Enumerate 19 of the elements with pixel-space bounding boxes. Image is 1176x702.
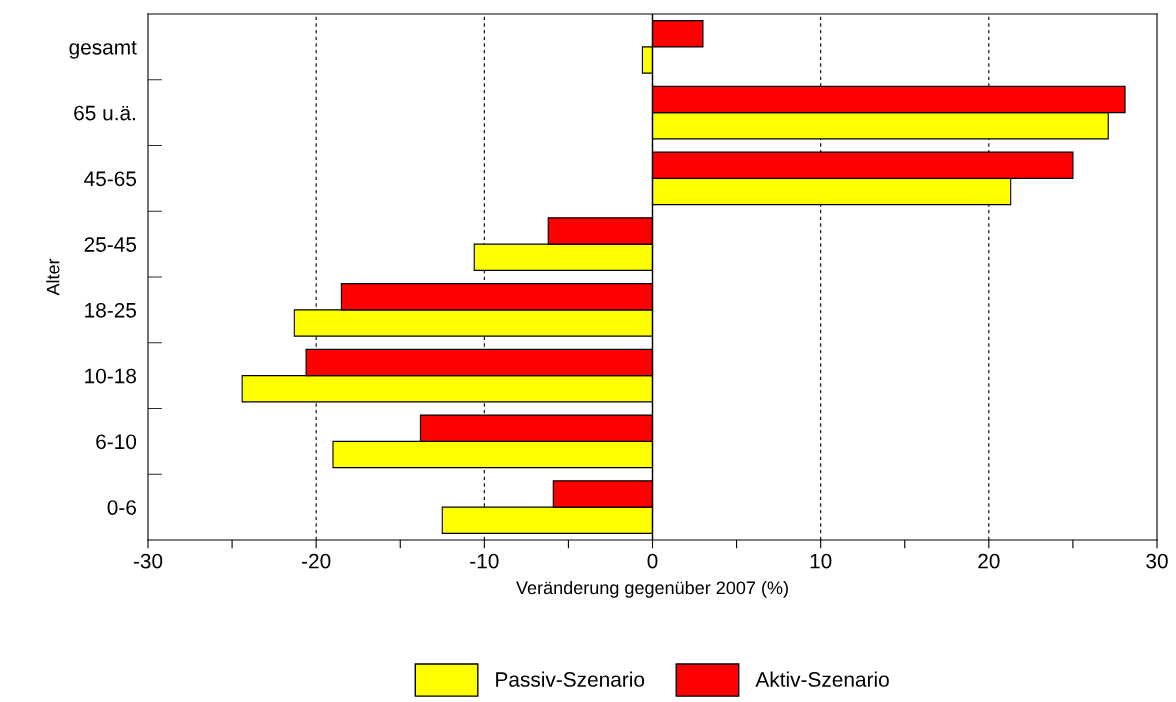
x-tick-label: -20 bbox=[302, 553, 331, 569]
x-tick-label: 10 bbox=[810, 553, 832, 569]
x-tick-label: -30 bbox=[133, 553, 163, 569]
y-tick-label: 18-25 bbox=[85, 302, 137, 318]
y-tick-label: 6-10 bbox=[96, 434, 137, 450]
x-tick-label: 20 bbox=[978, 553, 1000, 569]
x-tick-label: 30 bbox=[1146, 553, 1168, 569]
y-tick-label: 10-18 bbox=[85, 368, 136, 384]
y-tick-label: gesamt bbox=[69, 40, 137, 59]
legend-label: Passiv-Szenario bbox=[496, 671, 645, 687]
y-axis-title: Alter bbox=[46, 258, 60, 296]
y-tick-label: 45-65 bbox=[84, 171, 137, 187]
legend-label: Aktiv-Szenario bbox=[755, 671, 889, 687]
y-tick-label: 25-45 bbox=[84, 237, 137, 252]
x-tick-label: 0 bbox=[647, 553, 658, 569]
y-tick-label: 0-6 bbox=[107, 500, 136, 515]
x-axis-title: Veränderung gegenüber 2007 (%) bbox=[516, 580, 788, 598]
y-tick-label: 65 u.ä. bbox=[74, 105, 135, 121]
x-tick-label: -10 bbox=[470, 553, 499, 569]
